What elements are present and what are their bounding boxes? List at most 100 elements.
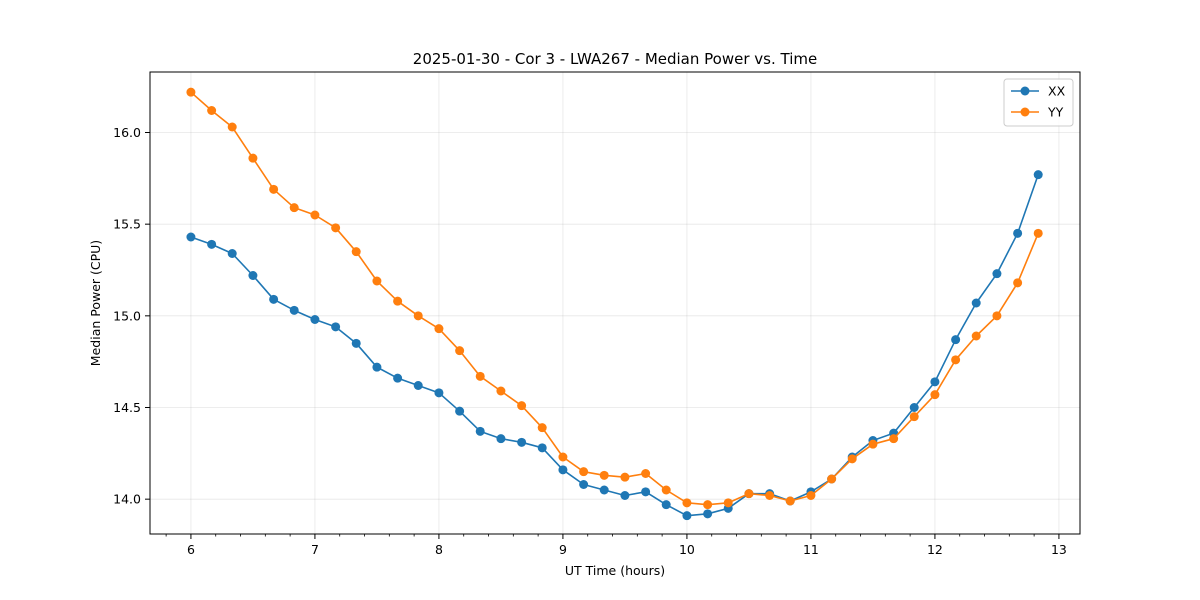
y-tick-label: 15.5 — [113, 217, 141, 232]
data-point-yy — [310, 210, 320, 220]
data-point-xx — [537, 443, 547, 453]
chart-title: 2025-01-30 - Cor 3 - LWA267 - Median Pow… — [413, 50, 817, 68]
data-point-yy — [351, 247, 361, 257]
x-tick-label: 12 — [927, 542, 943, 557]
data-point-xx — [682, 511, 692, 521]
grid — [150, 72, 1080, 534]
y-tick-label: 14.5 — [113, 400, 141, 415]
data-point-yy — [806, 491, 816, 500]
legend-marker-xx — [1020, 86, 1030, 96]
plot-frame — [149, 71, 1081, 535]
data-point-xx — [393, 373, 403, 383]
data-point-yy — [723, 498, 733, 508]
data-point-yy — [455, 346, 465, 356]
data-point-xx — [434, 388, 444, 398]
x-tick-label: 11 — [803, 542, 819, 557]
legend-label-xx: XX — [1048, 84, 1066, 99]
data-point-yy — [992, 311, 1002, 321]
data-point-yy — [620, 472, 630, 482]
data-point-yy — [413, 311, 423, 321]
data-point-yy — [537, 423, 547, 433]
data-point-yy — [868, 439, 878, 449]
data-point-xx — [661, 500, 671, 510]
data-point-xx — [517, 437, 527, 447]
data-point-xx — [248, 271, 258, 280]
y-axis: 14.0 14.5 15.0 15.5 16.0 — [113, 125, 150, 507]
data-point-xx — [351, 338, 361, 348]
data-point-yy — [1013, 278, 1023, 288]
data-point-xx — [475, 426, 485, 436]
data-point-yy — [847, 454, 857, 464]
data-point-xx — [310, 315, 320, 324]
data-point-yy — [930, 390, 940, 400]
x-tick-label: 7 — [311, 542, 319, 557]
data-point-yy — [227, 122, 237, 132]
data-point-yy — [703, 500, 713, 510]
data-point-yy — [558, 452, 568, 462]
legend-marker-yy — [1020, 107, 1030, 117]
x-axis: 6 7 8 9 10 11 12 13 — [165, 534, 1067, 557]
data-point-yy — [372, 276, 382, 286]
x-axis-label: UT Time (hours) — [565, 563, 665, 578]
data-point-yy — [1033, 228, 1043, 238]
x-tick-label: 8 — [435, 542, 443, 557]
data-point-yy — [765, 491, 775, 500]
data-point-yy — [909, 412, 919, 422]
data-point-xx — [558, 465, 568, 475]
x-tick-label: 6 — [187, 542, 195, 557]
data-point-yy — [186, 87, 196, 97]
data-point-yy — [496, 386, 506, 396]
data-point-yy — [269, 184, 279, 194]
data-point-yy — [331, 223, 341, 233]
data-point-yy — [661, 485, 671, 495]
data-point-yy — [889, 434, 899, 444]
y-axis-label: Median Power (CPU) — [88, 240, 103, 366]
y-tick-label: 16.0 — [113, 125, 141, 140]
data-point-xx — [186, 232, 196, 242]
data-point-xx — [599, 485, 609, 495]
data-point-xx — [909, 403, 919, 412]
x-tick-label: 13 — [1051, 542, 1067, 557]
y-tick-label: 14.0 — [113, 492, 141, 507]
data-point-yy — [393, 296, 403, 306]
data-point-xx — [1013, 228, 1023, 238]
legend-label-yy: YY — [1047, 105, 1064, 120]
data-point-xx — [455, 406, 465, 416]
data-point-xx — [703, 509, 713, 519]
data-point-yy — [827, 474, 837, 484]
x-tick-label: 9 — [559, 542, 567, 557]
data-point-yy — [785, 496, 795, 506]
legend: XX YY — [1003, 78, 1074, 127]
data-point-yy — [579, 467, 589, 477]
data-point-xx — [971, 298, 981, 308]
series-line-yy — [190, 91, 1039, 506]
data-point-xx — [289, 305, 299, 315]
data-point-xx — [992, 269, 1002, 279]
data-point-yy — [517, 401, 527, 411]
data-point-xx — [641, 487, 651, 497]
data-point-xx — [1033, 170, 1043, 180]
data-point-yy — [744, 489, 754, 499]
data-point-yy — [641, 469, 651, 478]
data-point-yy — [971, 331, 981, 341]
series-line-xx — [190, 174, 1039, 517]
series-container — [186, 87, 1043, 521]
data-point-yy — [289, 203, 299, 213]
data-point-yy — [207, 106, 217, 115]
data-point-yy — [599, 470, 609, 480]
data-point-yy — [682, 498, 692, 508]
y-tick-label: 15.0 — [113, 308, 141, 323]
data-point-yy — [248, 153, 258, 163]
data-point-xx — [331, 322, 341, 332]
data-point-xx — [207, 239, 217, 249]
data-point-yy — [951, 355, 961, 365]
data-point-xx — [372, 362, 382, 372]
data-point-xx — [930, 377, 940, 387]
data-point-xx — [496, 434, 506, 444]
data-point-yy — [434, 324, 444, 334]
data-point-xx — [413, 381, 423, 390]
data-point-xx — [620, 491, 630, 500]
data-point-xx — [951, 335, 961, 345]
data-point-xx — [269, 294, 279, 304]
